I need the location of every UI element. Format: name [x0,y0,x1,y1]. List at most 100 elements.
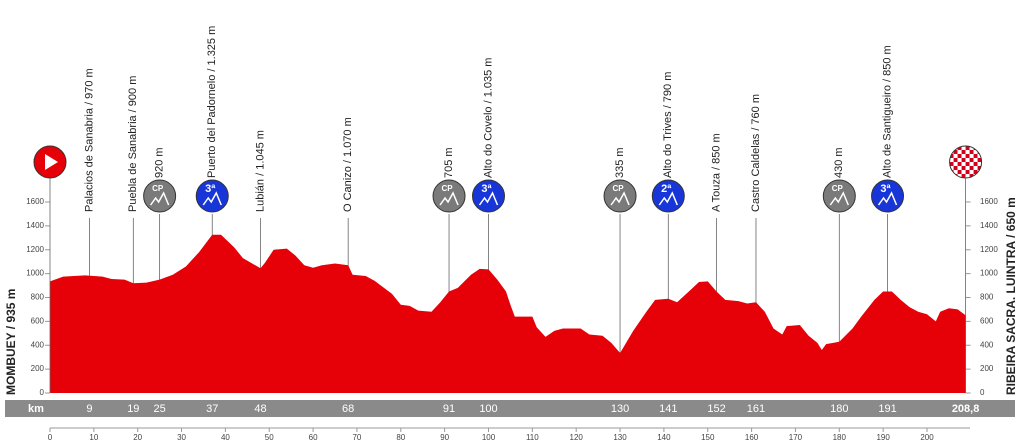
km-bar-value: 130 [611,403,629,415]
y-tick-label: 0 [40,388,45,397]
climb-category: CP [441,184,453,193]
km-bar-value: 68 [342,403,354,415]
marker-label: Puerto del Padornelo / 1.325 m [206,26,218,178]
finish-check [973,162,978,166]
marker-label: A Touza / 850 m [710,133,722,212]
finish-check [961,154,966,158]
marker-label: O Canizo / 1.070 m [342,117,354,212]
climb-category: CP [832,184,844,193]
finish-check [973,150,978,154]
x-tick-label: 190 [876,433,890,442]
marker-label: Castro Caldelas / 760 m [750,94,762,212]
finish-check [961,158,966,162]
km-bar-finish: 208,8 [952,403,980,415]
finish-check [969,146,974,150]
finish-check [961,170,966,174]
finish-check [957,162,962,166]
finish-check [977,166,982,170]
y-tick-label: 1600 [26,197,44,206]
y2-tick-label: 0 [980,388,985,397]
x-tick-label: 60 [309,433,318,442]
climb-category: CP [612,184,624,193]
finish-check [969,150,974,154]
km-bar-value: 91 [443,403,455,415]
y2-tick-label: 600 [980,316,994,325]
finish-check [961,174,966,178]
marker-label: Alto do Covelo / 1.035 m [482,58,494,178]
finish-check [961,150,966,154]
km-bar-value: 48 [254,403,266,415]
finish-check [961,166,966,170]
finish-check [965,150,970,154]
y-tick-label: 1200 [26,245,44,254]
climb-category: 3ª [205,183,216,195]
x-tick-label: 0 [48,433,53,442]
climb-icon-mountain [202,191,222,206]
finish-check [973,166,978,170]
y2-tick-label: 1600 [980,197,998,206]
climb-category: 2ª [661,183,672,195]
y-tick-label: 600 [31,316,45,325]
finish-check [957,154,962,158]
y2-tick-label: 200 [980,364,994,373]
x-tick-label: 70 [352,433,361,442]
finish-check [957,158,962,162]
climb-icon-mountain [610,191,630,206]
finish-check [965,162,970,166]
km-bar-value: 161 [747,403,765,415]
finish-check [949,174,954,178]
finish-check [969,154,974,158]
climb-category: 3ª [481,183,492,195]
x-tick-label: 200 [920,433,934,442]
marker-label: Alto do Trives / 790 m [662,72,674,178]
km-bar-value: 180 [830,403,848,415]
km-bar-value: 100 [479,403,497,415]
finish-check [957,146,962,150]
x-tick-label: 130 [613,433,627,442]
x-tick-label: 50 [265,433,274,442]
km-bar-value: 19 [127,403,139,415]
x-tick-label: 110 [526,433,539,442]
marker-label: Lubián / 1.045 m [254,130,266,212]
y-tick-label: 1400 [26,221,44,230]
y-tick-label: 200 [31,364,45,373]
finish-check [949,158,954,162]
x-tick-label: 150 [701,433,715,442]
x-tick-label: 90 [440,433,449,442]
finish-check [961,146,966,150]
km-bar-label: km [28,403,44,415]
finish-check [969,162,974,166]
marker-label: 335 m [614,147,626,178]
marker-label: 430 m [833,147,845,178]
finish-check [953,162,958,166]
finish-check [953,170,958,174]
x-tick-label: 100 [482,433,496,442]
y2-tick-label: 1400 [980,221,998,230]
km-bar-value: 37 [206,403,218,415]
finish-check [969,166,974,170]
finish-check [965,170,970,174]
finish-check [969,158,974,162]
finish-check [961,162,966,166]
finish-check [953,158,958,162]
x-tick-label: 180 [833,433,847,442]
finish-check [977,162,982,166]
finish-check [965,166,970,170]
marker-label: 705 m [443,147,455,178]
finish-check [957,174,962,178]
marker-label: Alto de Santigueiro / 850 m [881,45,893,178]
y-tick-label: 400 [31,340,45,349]
finish-check [969,170,974,174]
finish-check [953,154,958,158]
finish-check [949,154,954,158]
x-tick-label: 20 [133,433,142,442]
finish-check [953,150,958,154]
finish-check [973,170,978,174]
x-tick-label: 30 [177,433,186,442]
finish-check [953,166,958,170]
finish-check [965,146,970,150]
x-tick-label: 140 [657,433,671,442]
km-bar [5,400,1015,417]
marker-label: Puebla de Sanabria / 900 m [127,76,139,212]
